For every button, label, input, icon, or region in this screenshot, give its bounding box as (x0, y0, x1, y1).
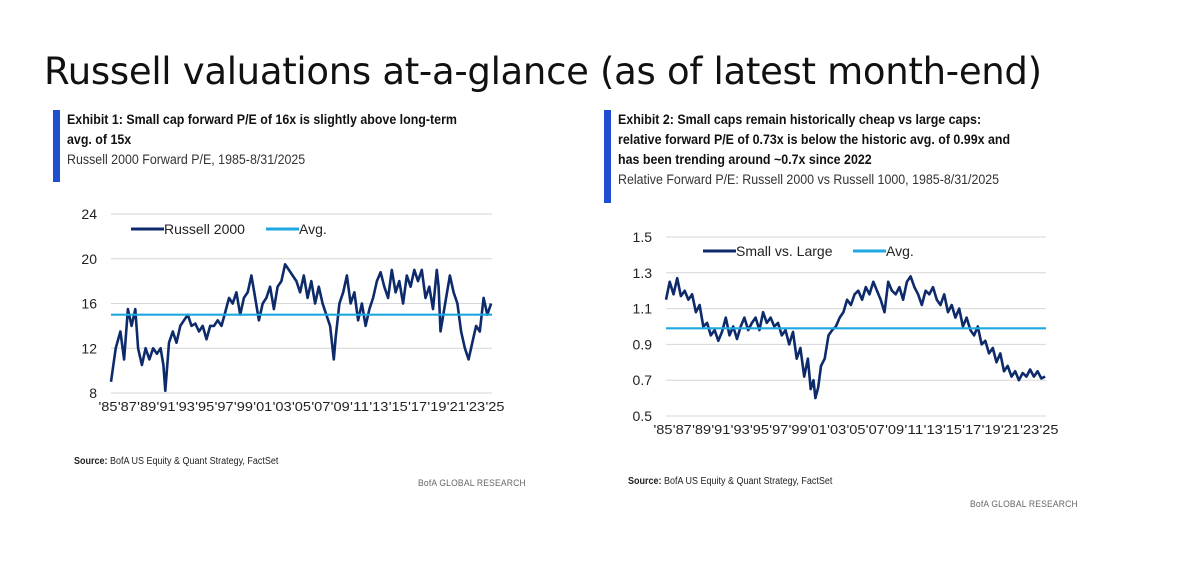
chart-2-x-tick-label: '07 (866, 423, 885, 437)
chart-1-x-tick-label: '19 (427, 400, 446, 414)
chart-2-x-tick-label: '99 (789, 423, 808, 437)
chart-2-x-tick-label: '93 (731, 423, 750, 437)
chart-1-x-tick-label: '25 (486, 400, 505, 414)
chart-1-x-tick-label: '91 (157, 400, 176, 414)
chart-1-x-tick-label: '21 (447, 400, 466, 414)
chart-1-legend-label: Avg. (299, 221, 327, 237)
chart-1-x-tick-label: '05 (292, 400, 311, 414)
chart-2-x-tick-label: '01 (808, 423, 827, 437)
chart-1-y-tick-label: 16 (81, 296, 97, 312)
chart-1-legend-label: Russell 2000 (164, 221, 245, 237)
exhibit-2-source-text: BofA US Equity & Quant Strategy, FactSet (664, 476, 833, 487)
exhibit-1-brand: BofA GLOBAL RESEARCH (418, 478, 526, 489)
exhibit-2-subtitle: Relative Forward P/E: Russell 2000 vs Ru… (618, 172, 1000, 187)
chart-2-series-main-line (664, 275, 1046, 400)
exhibit-2-header: Exhibit 2: Small caps remain historicall… (604, 110, 1124, 203)
chart-2-x-tick-label: '11 (904, 423, 923, 437)
chart-2-x-tick-label: '13 (924, 423, 943, 437)
exhibit-1-source: Source: BofA US Equity & Quant Strategy,… (74, 456, 278, 467)
chart-2-x-tick-label: '25 (1040, 423, 1059, 437)
chart-2-x-tick-label: '17 (962, 423, 981, 437)
chart-2-x-tick-label: '19 (982, 423, 1001, 437)
chart-1-y-tick-label: 24 (81, 206, 97, 222)
chart-2-y-tick-label: 1.5 (633, 229, 653, 245)
chart-1-x-tick-label: '11 (350, 400, 369, 414)
chart-1-x-tick-label: '17 (408, 400, 427, 414)
chart-1-x-tick-label: '87 (118, 400, 137, 414)
exhibit-2-title-line-1: Exhibit 2: Small caps remain historicall… (618, 112, 982, 127)
exhibit-2-brand: BofA GLOBAL RESEARCH (970, 499, 1078, 510)
exhibit-1-subtitle: Russell 2000 Forward P/E, 1985-8/31/2025 (67, 152, 306, 167)
chart-1-series-main-line (109, 262, 493, 393)
exhibit-1-title-line-1: Exhibit 1: Small cap forward P/E of 16x … (67, 112, 457, 127)
chart-2-x-tick-label: '21 (1001, 423, 1020, 437)
chart-2-legend-label: Avg. (886, 243, 914, 259)
chart-2-x-tick-label: '87 (673, 423, 692, 437)
chart-2-y-tick-label: 1.1 (633, 301, 653, 317)
chart-1-x-tick-label: '01 (253, 400, 272, 414)
chart-2-x-tick-label: '05 (847, 423, 866, 437)
chart-1-x-tick-label: '99 (234, 400, 253, 414)
exhibit-2-source-label: Source: (628, 476, 662, 487)
chart-1-x-tick-label: '15 (389, 400, 408, 414)
exhibit-1-source-text: BofA US Equity & Quant Strategy, FactSet (110, 456, 279, 467)
exhibit-1-title-line-2: avg. of 15x (67, 132, 132, 147)
chart-1-x-tick-label: '09 (331, 400, 350, 414)
chart-2-x-tick-label: '23 (1020, 423, 1039, 437)
exhibit-1-source-label: Source: (74, 456, 108, 467)
chart-2-x-tick-label: '09 (885, 423, 904, 437)
chart-2-x-tick-label: '95 (750, 423, 769, 437)
chart-2-x-tick-label: '89 (692, 423, 711, 437)
chart-1-x-tick-label: '85 (99, 400, 118, 414)
chart-1-x-tick-label: '23 (466, 400, 485, 414)
chart-1-y-tick-label: 12 (81, 340, 97, 356)
chart-2-x-tick-label: '03 (827, 423, 846, 437)
page-title: Russell valuations at-a-glance (as of la… (44, 50, 1042, 93)
chart-2-y-tick-label: 0.9 (633, 336, 653, 352)
exhibit-2-source: Source: BofA US Equity & Quant Strategy,… (628, 476, 832, 487)
chart-1-x-tick-label: '93 (176, 400, 195, 414)
chart-2-y-tick-label: 0.7 (633, 372, 653, 388)
exhibit-1-accent-bar (53, 110, 60, 182)
chart-1-y-tick-label: 8 (89, 385, 97, 401)
chart-1-x-tick-label: '95 (195, 400, 214, 414)
chart-2-legend-label: Small vs. Large (736, 243, 833, 259)
chart-2-group: 0.50.70.91.11.31.5'85'87'89'91'93'95'97 '… (633, 229, 1059, 437)
chart-2-x-tick-label: '15 (943, 423, 962, 437)
chart-1-y-tick-label: 20 (81, 251, 97, 267)
chart-2-y-tick-label: 0.5 (633, 408, 653, 424)
exhibit-2-title-line-2: relative forward P/E of 0.73x is below t… (618, 132, 1011, 147)
chart-2-y-tick-label: 1.3 (633, 265, 653, 281)
chart-1-x-tick-label: '03 (273, 400, 292, 414)
chart-2-x-tick-label: '85 (654, 423, 673, 437)
chart-2-x-tick-label: '97 (769, 423, 788, 437)
chart-1-x-tick-label: '97 (215, 400, 234, 414)
exhibit-2-title-line-3: has been trending around ~0.7x since 202… (618, 152, 872, 167)
chart-1-x-tick-label: '07 (311, 400, 330, 414)
exhibit-2-accent-bar (604, 110, 611, 203)
chart-2-x-tick-label: '91 (711, 423, 730, 437)
chart-1-x-tick-label: '89 (137, 400, 156, 414)
exhibit-1-header: Exhibit 1: Small cap forward P/E of 16x … (53, 110, 553, 182)
chart-1-x-tick-label: '13 (369, 400, 388, 414)
